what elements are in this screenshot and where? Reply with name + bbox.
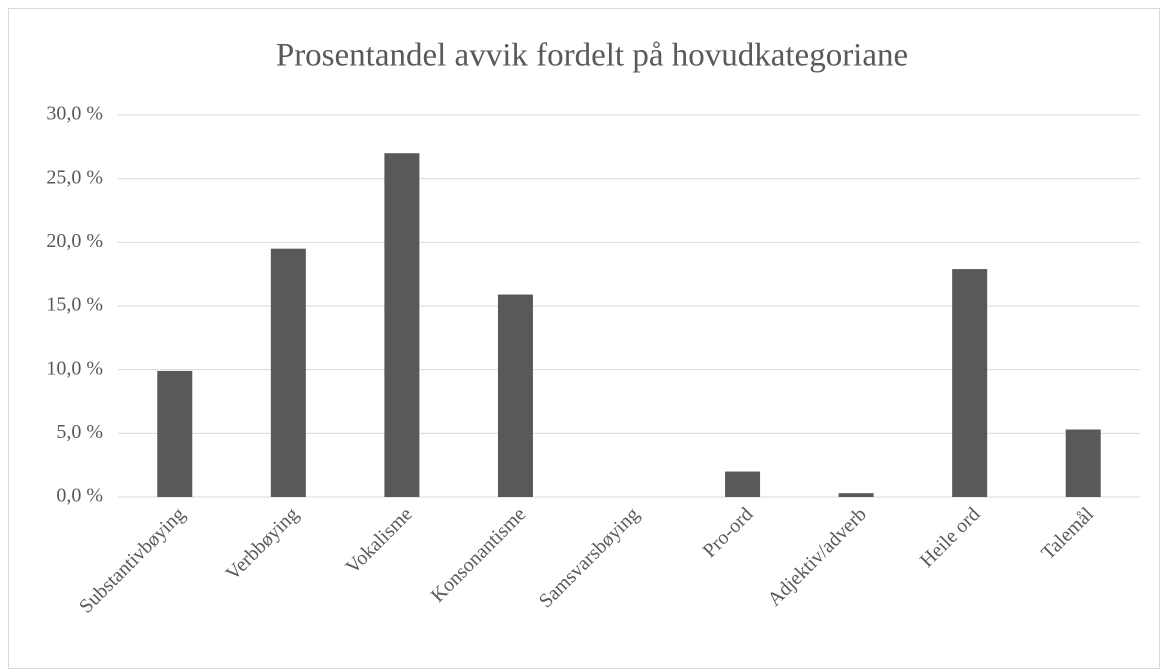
chart-title: Prosentandel avvik fordelt på hovudkateg… xyxy=(276,38,908,74)
bar xyxy=(497,294,533,497)
y-tick-label: 30,0 % xyxy=(46,103,103,125)
y-tick-label: 15,0 % xyxy=(46,294,103,316)
bar xyxy=(952,269,988,497)
y-tick-label: 0,0 % xyxy=(56,485,103,507)
bar xyxy=(838,493,874,497)
bar xyxy=(157,370,193,497)
y-tick-label: 20,0 % xyxy=(46,230,103,252)
bar xyxy=(1065,429,1101,497)
bar xyxy=(270,248,306,497)
y-tick-label: 25,0 % xyxy=(46,166,103,188)
bar xyxy=(725,471,761,497)
bar xyxy=(384,153,420,497)
y-tick-label: 5,0 % xyxy=(56,421,103,443)
y-tick-label: 10,0 % xyxy=(46,357,103,379)
